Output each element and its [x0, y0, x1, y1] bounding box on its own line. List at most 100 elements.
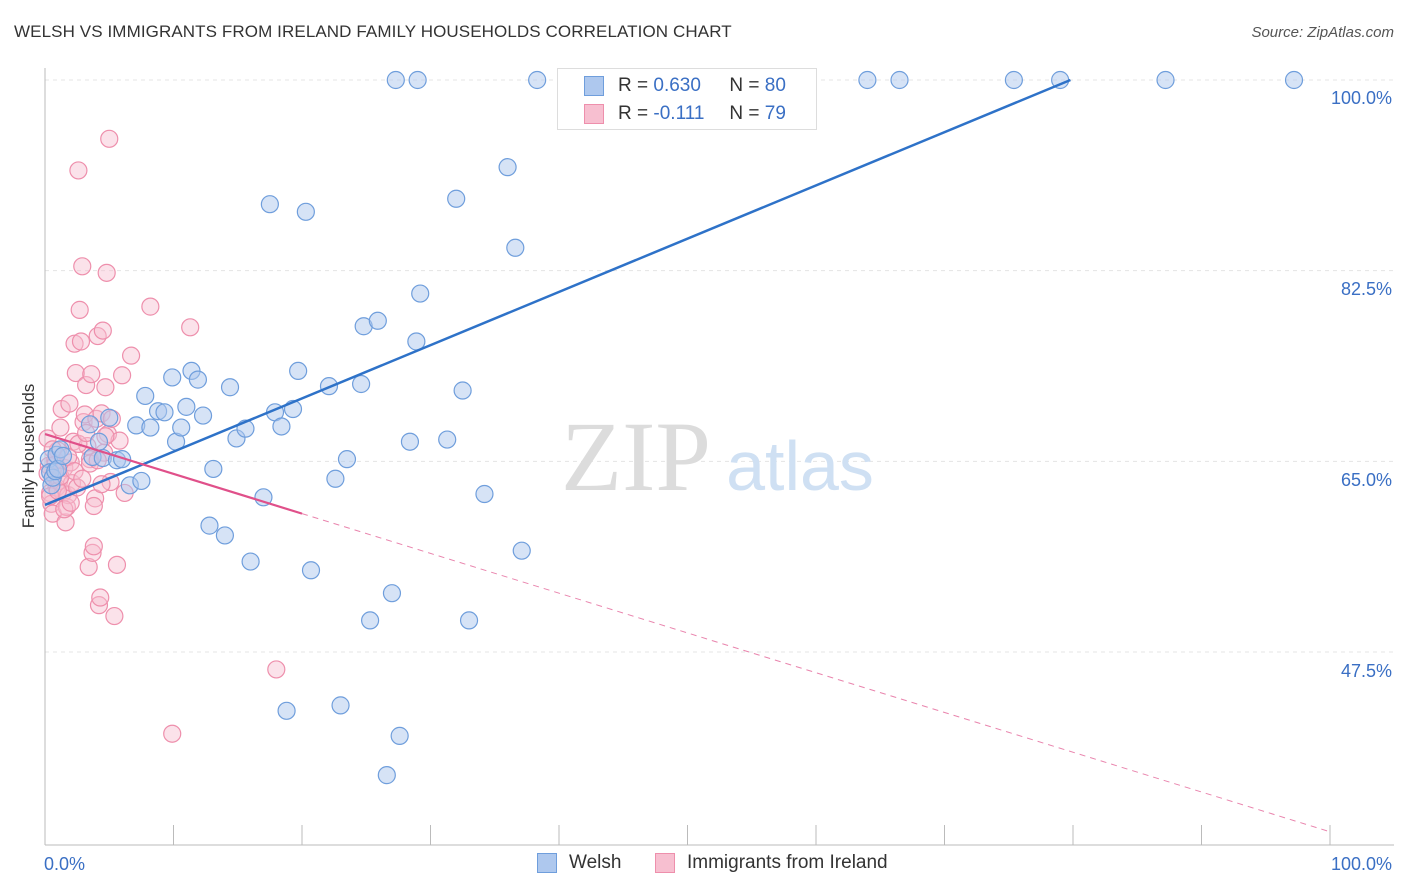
ireland-point — [112, 366, 132, 385]
welsh-r-value: 0.630 — [653, 75, 701, 96]
welsh-point — [1284, 70, 1304, 90]
welsh-point — [459, 611, 479, 630]
ireland-point — [181, 318, 200, 337]
welsh-point — [141, 418, 160, 437]
ireland-point — [121, 346, 141, 365]
welsh-point — [112, 450, 132, 469]
welsh-point — [132, 471, 151, 491]
legend-welsh-swatch — [537, 853, 557, 873]
ireland-r-value: -0.111 — [653, 103, 705, 124]
ireland-point — [79, 557, 98, 577]
welsh-point — [382, 584, 402, 603]
welsh-point — [193, 406, 213, 425]
welsh-point — [408, 70, 427, 90]
welsh-point — [337, 450, 357, 469]
welsh-point — [506, 238, 525, 257]
chart-title: WELSH VS IMMIGRANTS FROM IRELAND FAMILY … — [14, 22, 732, 41]
legend-item-welsh: Welsh — [537, 852, 621, 874]
welsh-point — [1004, 70, 1023, 90]
ireland-point — [51, 418, 70, 437]
welsh-points — [39, 70, 1304, 785]
welsh-point — [453, 381, 472, 400]
welsh-point — [331, 696, 350, 715]
ireland-point — [89, 596, 109, 615]
welsh-point — [301, 561, 321, 580]
welsh-point — [386, 70, 405, 90]
ireland-point — [267, 660, 286, 679]
welsh-point — [890, 70, 909, 90]
legend-welsh-label: Welsh — [569, 852, 622, 873]
ireland-point — [93, 321, 112, 340]
welsh-point — [390, 726, 409, 745]
welsh-point — [377, 766, 396, 785]
ireland-point — [88, 326, 107, 346]
welsh-point — [447, 189, 466, 208]
welsh-point — [498, 158, 517, 177]
ireland-point — [71, 332, 91, 351]
ireland-point — [70, 300, 89, 319]
welsh-point — [163, 368, 182, 387]
legend-row-ireland: R = -0.111 N = 79 — [584, 100, 786, 128]
ireland-point — [83, 543, 102, 562]
welsh-point — [260, 195, 279, 214]
ireland-n-value: 79 — [764, 103, 786, 124]
welsh-n-value: 80 — [764, 75, 786, 96]
ireland-point — [69, 161, 88, 180]
welsh-point — [155, 403, 174, 422]
y-tick-label-47-5: 47.5% — [1341, 661, 1392, 681]
welsh-point — [136, 386, 155, 406]
ireland-point — [91, 588, 110, 607]
welsh-point — [400, 432, 420, 451]
ireland-point — [163, 724, 182, 743]
y-tick-label-65: 65.0% — [1341, 470, 1392, 490]
ireland-swatch — [584, 104, 604, 124]
welsh-swatch — [584, 76, 604, 96]
ireland-point — [141, 297, 160, 316]
ireland-point — [110, 431, 129, 450]
welsh-point — [241, 552, 260, 571]
welsh-point — [528, 70, 547, 90]
ireland-trend-line-solid — [44, 433, 303, 515]
x-tick-label-min: 0.0% — [44, 854, 85, 874]
welsh-point — [272, 417, 291, 436]
axis-ticks — [173, 825, 1331, 845]
welsh-point — [361, 611, 380, 630]
legend-item-ireland: Immigrants from Ireland — [655, 852, 888, 874]
y-axis-label: Family Households — [19, 384, 38, 529]
welsh-point — [177, 397, 196, 416]
welsh-point — [188, 370, 208, 389]
source-note: Source: ZipAtlas.com — [1251, 24, 1394, 41]
ireland-point — [56, 513, 75, 532]
ireland-point — [100, 129, 119, 148]
welsh-point — [80, 415, 100, 434]
welsh-point — [475, 484, 494, 504]
welsh-point — [89, 432, 109, 451]
ireland-point — [84, 496, 103, 516]
welsh-point — [289, 361, 308, 381]
welsh-point — [512, 541, 531, 560]
legend-ireland-label: Immigrants from Ireland — [687, 852, 888, 873]
welsh-point — [438, 430, 457, 449]
x-tick-label-max: 100.0% — [1331, 854, 1392, 874]
welsh-point — [411, 284, 430, 303]
ireland-point — [96, 378, 115, 397]
welsh-point — [172, 418, 191, 437]
welsh-point — [858, 70, 877, 90]
welsh-point — [1156, 70, 1175, 90]
welsh-point — [352, 374, 371, 394]
axes — [44, 68, 1394, 846]
ireland-point — [73, 257, 92, 276]
welsh-n-label: N = — [729, 75, 760, 96]
ireland-point — [55, 500, 74, 519]
welsh-point — [277, 701, 296, 720]
ireland-trend-line-dashed — [301, 513, 1331, 833]
ireland-point — [60, 394, 79, 413]
welsh-point — [368, 311, 387, 330]
welsh-point — [296, 202, 315, 221]
legend-ireland-swatch — [655, 853, 675, 873]
ireland-point — [82, 365, 101, 384]
ireland-point — [97, 263, 116, 282]
y-tick-label-100: 100.0% — [1331, 88, 1392, 108]
legend-row-welsh: R = 0.630 N = 80 — [584, 72, 786, 100]
